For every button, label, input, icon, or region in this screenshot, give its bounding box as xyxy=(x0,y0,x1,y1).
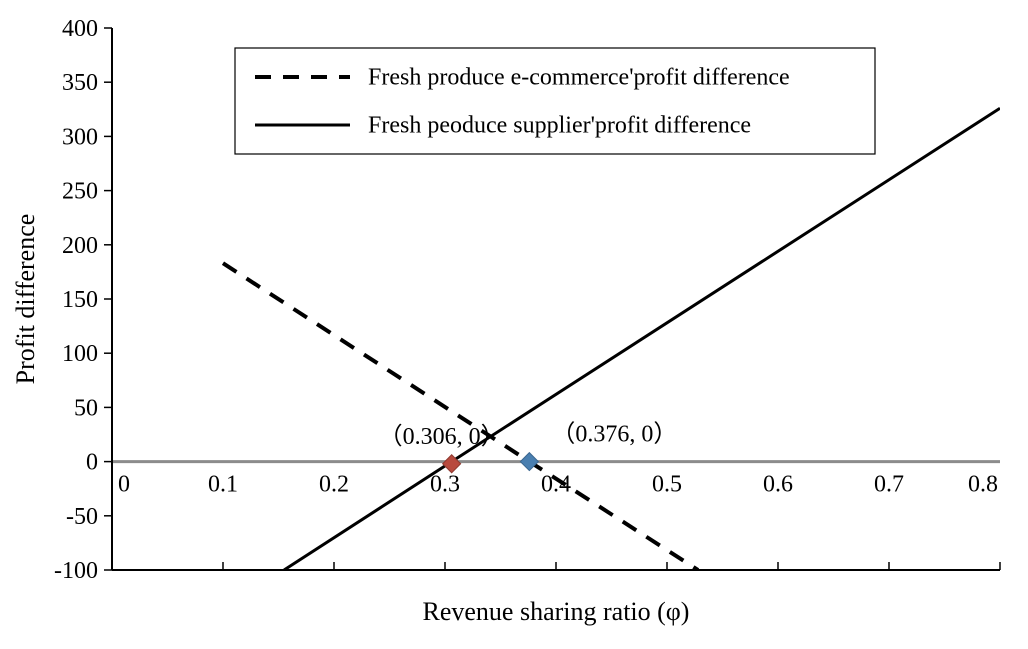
x-tick-label: 0.3 xyxy=(430,472,460,498)
y-tick-label: 50 xyxy=(74,395,98,421)
profit-difference-chart: -100 -50 0 50 100 150 200 250 300 350 400 0 0.1 0.2 0.… xyxy=(0,0,1028,649)
blue-marker-label: （0.376, 0） xyxy=(551,422,677,448)
y-tick-label: -50 xyxy=(66,504,98,530)
y-tick-label: 150 xyxy=(62,287,98,313)
x-tick-label: 0.5 xyxy=(652,472,682,498)
y-tick-label: 300 xyxy=(62,124,98,150)
y-tick-label: 100 xyxy=(62,341,98,367)
legend-label-supplier: Fresh peoduce supplier'profit difference xyxy=(368,113,751,139)
y-tick-label: 400 xyxy=(62,16,98,42)
x-tick-label: 0 xyxy=(118,472,130,498)
x-tick-label: 0.1 xyxy=(208,472,238,498)
y-axis-title: Profit difference xyxy=(11,214,40,385)
y-tick-label: -100 xyxy=(54,558,98,584)
x-tick-label: 0.8 xyxy=(968,472,998,498)
y-tick-label: 250 xyxy=(62,179,98,205)
x-tick-label: 0.7 xyxy=(874,472,904,498)
x-tick-label: 0.6 xyxy=(763,472,793,498)
legend-label-ecommerce: Fresh produce e-commerce'profit differen… xyxy=(368,65,790,91)
chart-svg: -100 -50 0 50 100 150 200 250 300 350 400 0 0.1 0.2 0.… xyxy=(0,0,1028,649)
x-tick-label: 0.4 xyxy=(541,472,571,498)
x-axis-title: Revenue sharing ratio (φ) xyxy=(423,597,690,626)
y-tick-label: 350 xyxy=(62,70,98,96)
y-tick-label: 200 xyxy=(62,233,98,259)
red-marker-label: （0.306, 0） xyxy=(379,424,505,450)
y-tick-label: 0 xyxy=(86,450,98,476)
x-tick-label: 0.2 xyxy=(319,472,349,498)
legend: Fresh produce e-commerce'profit differen… xyxy=(235,48,875,154)
